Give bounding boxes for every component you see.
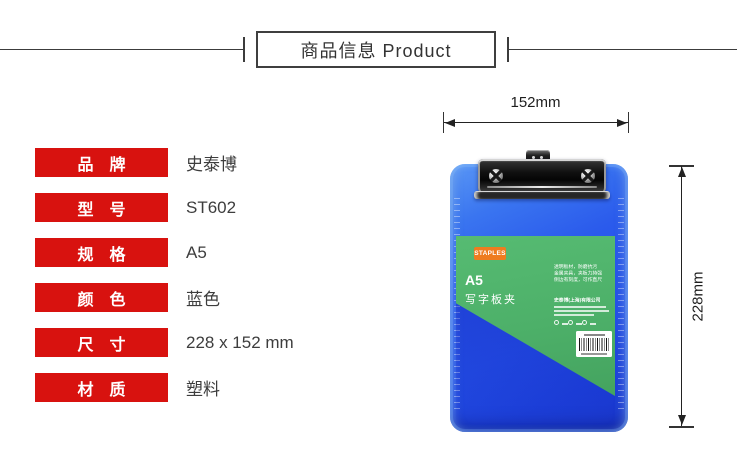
barcode-number-line (581, 352, 607, 355)
spec-row-model: 型 号 ST602 (35, 193, 294, 222)
clip-chrome-line (487, 186, 597, 188)
address-line (554, 306, 606, 308)
cert-icon (568, 320, 582, 325)
spec-row-size: 尺 寸 228 x 152 mm (35, 328, 294, 357)
width-dimension-label: 152mm (510, 94, 561, 111)
label-address-lines (554, 306, 609, 318)
label-company-name: 史泰博(上海)有限公司 (554, 298, 601, 304)
spec-label-color: 颜 色 (35, 283, 168, 312)
height-dimension-label: 228mm (689, 271, 707, 322)
page-title-box: 商品信息 Product (256, 31, 496, 68)
barcode (576, 331, 612, 357)
arrowhead-down-icon (678, 415, 686, 425)
height-dimension-endcap-top (669, 165, 694, 167)
width-dimension-line (444, 122, 628, 123)
arrowhead-up-icon (678, 167, 686, 177)
spec-label-brand: 品 牌 (35, 148, 168, 177)
spec-value-brand: 史泰博 (186, 155, 237, 174)
header-rule-right-endcap (507, 37, 509, 62)
metal-clip (478, 159, 606, 193)
spec-row-color: 颜 色 蓝色 (35, 283, 294, 312)
width-dimension-endcap-left (443, 112, 444, 133)
spec-value-color: 蓝色 (186, 290, 220, 309)
height-dimension-line (681, 166, 682, 426)
label-feature-list: 透明板材，防磨抗污 金属夹具，夹板力持强 侧边有刻度，可作直尺 (554, 264, 602, 283)
feature-line: 透明板材，防磨抗污 (554, 264, 598, 270)
feature-line: 金属夹具，夹板力持强 (554, 271, 603, 276)
arrowhead-left-icon (445, 119, 455, 127)
height-dimension-endcap-bottom (669, 426, 694, 428)
clip-tab-rivets (532, 156, 535, 159)
header-rule-right (509, 49, 737, 50)
staples-logo: STAPLES (474, 247, 506, 260)
spec-list: 品 牌 史泰博 型 号 ST602 规 格 A5 颜 色 蓝色 尺 寸 228 … (35, 148, 294, 402)
cert-icon (582, 320, 596, 325)
spec-row-brand: 品 牌 史泰博 (35, 148, 294, 177)
address-line (554, 314, 594, 316)
certification-icons (554, 320, 596, 325)
address-line (554, 310, 609, 312)
spec-label-size: 尺 寸 (35, 328, 168, 357)
spec-value-model: ST602 (186, 197, 237, 217)
spec-value-size: 228 x 152 mm (186, 332, 294, 352)
spec-value-spec: A5 (186, 242, 207, 262)
feature-line: 侧边有刻度，可作直尺 (554, 277, 603, 283)
spec-row-spec: 规 格 A5 (35, 238, 294, 267)
width-dimension-endcap-right (628, 112, 629, 133)
header-rule-left (0, 49, 243, 50)
spec-row-material: 材 质 塑料 (35, 373, 294, 402)
barcode-stripes (579, 337, 609, 351)
spec-value-material: 塑料 (186, 380, 220, 399)
ruler-marks-left (454, 198, 460, 412)
label-product-name: 写字板夹 (465, 294, 517, 306)
screw-icon (581, 169, 595, 183)
spec-label-spec: 规 格 (35, 238, 168, 267)
ruler-marks-right (618, 198, 624, 412)
screw-icon (489, 169, 503, 183)
clipboard-product-image: STAPLES A5 写字板夹 透明板材，防磨抗污 金属夹具，夹板力持强 侧边有… (450, 150, 628, 432)
barcode-title-line (583, 333, 605, 336)
spec-label-material: 材 质 (35, 373, 168, 402)
cert-icon (554, 320, 568, 325)
page-title: 商品信息 Product (300, 40, 452, 61)
spec-label-model: 型 号 (35, 193, 168, 222)
header-rule-left-endcap (243, 37, 245, 62)
arrowhead-right-icon (617, 119, 627, 127)
label-size-text: A5 (465, 272, 483, 288)
clip-base-bar (474, 191, 610, 199)
